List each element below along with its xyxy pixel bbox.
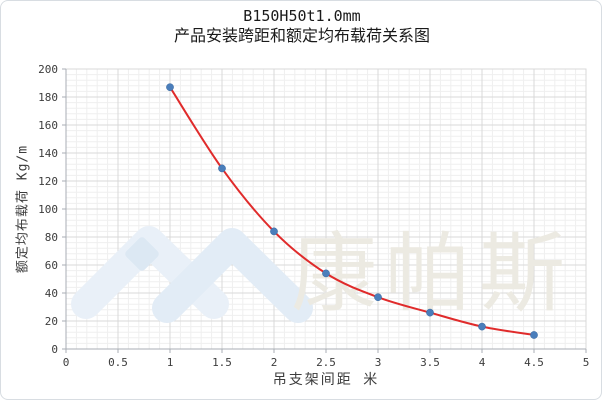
data-point-markers — [166, 83, 538, 339]
y-tick-label: 180 — [38, 91, 58, 104]
major-gridlines — [66, 68, 587, 349]
data-point — [530, 331, 538, 339]
x-tick-label: 1 — [167, 356, 174, 369]
data-point — [218, 164, 226, 173]
y-axis-title: 额定均布载荷 Kg/m — [15, 144, 31, 274]
x-axis-title: 吊支架间距 米 — [272, 372, 380, 388]
x-tick-label: 4.5 — [524, 356, 544, 369]
x-tick-label: 2 — [271, 356, 278, 369]
data-point — [426, 308, 434, 317]
y-tick-label: 0 — [51, 343, 58, 356]
x-tick-label: 3 — [375, 356, 382, 369]
watermark-diamond-icon — [125, 237, 159, 271]
x-tick-label: 5 — [583, 356, 590, 369]
data-point — [166, 83, 174, 92]
x-tick-label: 4 — [479, 356, 486, 369]
x-tick-label: 0 — [63, 356, 70, 369]
chart-title-line1: B150H50t1.0mm — [243, 7, 361, 25]
watermark-text: 康帕斯 — [291, 224, 573, 324]
x-tick-label: 3.5 — [420, 356, 440, 369]
watermark: 康帕斯 — [71, 224, 573, 324]
y-tick-label: 100 — [38, 203, 58, 216]
data-point — [478, 322, 486, 331]
x-tick-label: 0.5 — [108, 356, 128, 369]
chart-title: B150H50t1.0mm 产品安装跨距和额定均布载荷关系图 — [1, 7, 601, 46]
data-point — [270, 227, 278, 236]
y-tick-label: 120 — [38, 175, 58, 188]
x-tick-label: 2.5 — [316, 356, 336, 369]
x-tick-label: 1.5 — [212, 356, 232, 369]
y-tick-label: 160 — [38, 119, 58, 132]
tick-marks — [62, 68, 587, 353]
chart-title-line2: 产品安装跨距和额定均布载荷关系图 — [173, 25, 430, 45]
y-tick-label: 60 — [45, 259, 58, 272]
data-point — [374, 293, 382, 302]
y-tick-label: 20 — [45, 315, 58, 328]
y-tick-label: 140 — [38, 147, 58, 160]
y-tick-label: 200 — [38, 63, 58, 76]
data-point — [322, 269, 330, 278]
y-tick-label: 80 — [45, 231, 58, 244]
watermark-chevron-icon — [152, 228, 313, 323]
y-tick-label: 40 — [45, 287, 58, 300]
tick-labels: 0 0.5 1 1.5 2 2.5 3 3.5 4 4.5 5 0 20 40 60 80 100 120 140 1… — [38, 63, 589, 369]
